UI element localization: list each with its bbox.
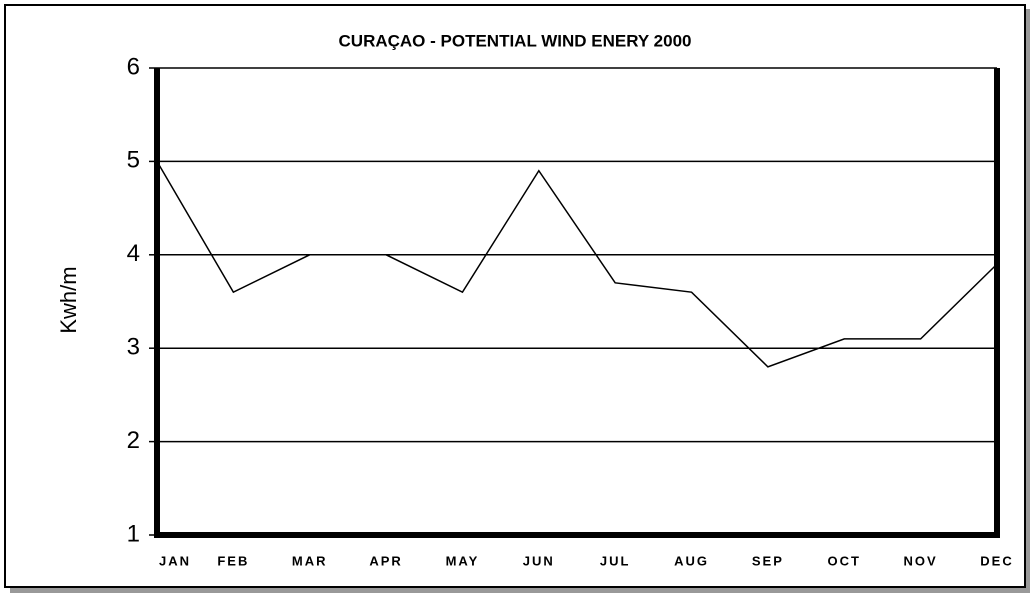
data-line [156, 161, 998, 368]
y-tick-label: 1 [127, 520, 140, 547]
x-tick-label: AUG [674, 553, 709, 568]
x-tick-label: FEB [217, 553, 249, 568]
x-tick-label: OCT [828, 553, 861, 568]
y-tick-label: 5 [127, 147, 140, 174]
x-tick-label: JUL [600, 553, 631, 568]
x-tick-label: JUN [523, 553, 555, 568]
x-tick-label: MAY [446, 553, 480, 568]
x-tick-label: JAN [159, 553, 191, 568]
y-tick-label: 3 [127, 334, 140, 361]
x-tick-label: MAR [292, 553, 328, 568]
y-axis-label: Kwh/m [56, 266, 81, 333]
y-tick-label: 2 [127, 427, 140, 454]
frame [4, 4, 1026, 588]
x-tick-label: NOV [904, 553, 938, 568]
y-tick-label: 6 [127, 53, 140, 80]
y-tick-label: 4 [127, 240, 140, 267]
x-tick-label: APR [369, 553, 402, 568]
x-tick-label: SEP [752, 553, 784, 568]
x-tick-label: DEC [980, 553, 1013, 568]
chart-title: CURAÇAO - POTENTIAL WIND ENERY 2000 [339, 31, 692, 50]
